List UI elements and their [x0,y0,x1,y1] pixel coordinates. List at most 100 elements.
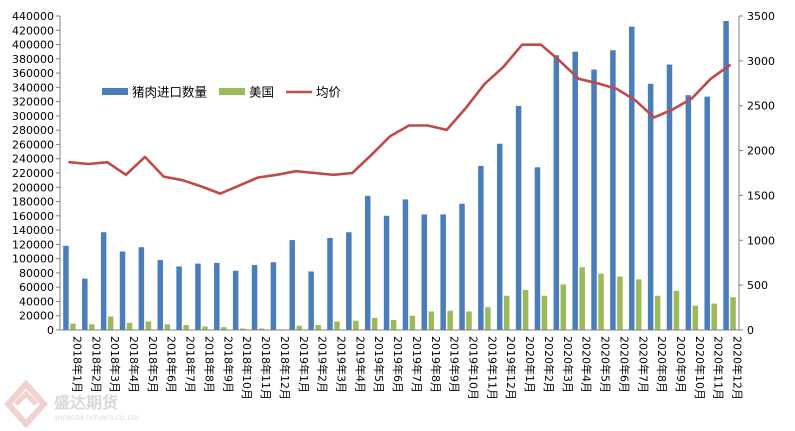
x-tick-label: 2020年4月 [580,336,594,393]
bar-import-volume [478,165,484,330]
bar-import-volume [251,265,258,330]
y-left-tick-label: 420000 [12,24,54,37]
line-series-group [68,43,731,195]
bar-import-volume [346,232,352,330]
bar-import-volume [119,251,126,330]
bar-us [447,310,453,330]
legend: 猪肉进口数量 美国 均价 [102,85,342,100]
bar-import-volume [629,26,635,330]
x-tick-label: 2018年6月 [165,336,179,393]
bar-import-volume [270,262,277,330]
y-right-tick-label: 3500 [747,10,775,23]
x-tick-label: 2018年8月 [202,336,216,393]
bar-import-volume [723,20,729,331]
x-tick-label: 2020年10月 [693,336,707,400]
bar-us [390,320,397,330]
y-left-tick-label: 140000 [12,224,54,237]
x-tick-label: 2018年3月 [108,336,122,393]
x-tick-label: 2019年10月 [467,336,481,400]
x-tick-label: 2018年1月 [70,336,84,393]
bar-us [315,325,321,330]
legend-label: 美国 [249,85,274,100]
bar-us [617,276,623,330]
x-tick-label: 2019年2月 [316,336,330,393]
y-right-tick-label: 1500 [747,189,775,202]
bar-us [636,279,642,330]
bar-import-volume [553,55,560,330]
y-left-tick-label: 380000 [12,53,54,66]
x-tick-label: 2018年5月 [146,336,160,393]
bar-import-volume [232,270,239,330]
bar-import-volume [157,260,163,330]
bar-us [70,323,76,330]
x-tick-label: 2020年3月 [561,336,575,393]
bar-us [673,290,680,330]
x-tick-label: 2019年6月 [391,336,405,393]
x-tick-label: 2019年12月 [504,336,518,400]
y-right-tick-label: 2000 [747,145,775,158]
bar-import-volume [138,247,145,330]
x-tick-label: 2018年7月 [184,336,198,393]
y-left-tick-label: 20000 [19,310,54,323]
bar-import-volume [572,51,578,330]
bar-us [579,267,585,330]
x-tick-label: 2019年4月 [353,336,367,393]
x-tick-label: 2018年4月 [127,336,141,393]
bar-import-volume [383,215,390,330]
x-tick-label: 2020年2月 [542,336,556,393]
x-tick-label: 2020年9月 [674,336,688,393]
x-tick-label: 2020年1月 [523,336,537,393]
bar-import-volume [515,105,522,330]
y-left-tick-label: 200000 [12,181,54,194]
axes-lines [59,16,740,331]
y-left-tick-label: 260000 [12,138,54,151]
y-left-tick-label: 80000 [19,267,54,280]
x-tick-label: 2019年1月 [297,336,311,393]
bar-us [371,317,378,330]
y-left-tick-label: 100000 [12,253,54,266]
bar-series-group [63,20,736,331]
bar-us [258,328,265,330]
bar-import-volume [82,278,88,330]
bar-us [353,320,359,330]
line-avg-price [68,43,731,195]
legend-label: 猪肉进口数量 [132,85,207,100]
y-right-tick-label: 1000 [747,234,775,247]
bar-us [560,284,567,330]
bar-us [428,311,435,330]
bar-import-volume [195,263,201,330]
bar-import-volume [591,69,597,330]
y-left-tick-label: 220000 [12,167,54,180]
x-tick-label: 2020年7月 [636,336,650,393]
bar-us [654,295,661,330]
bar-us [107,316,114,330]
y-axis-right: 0 500 1000 1500 2000 2500 3000 3500 [739,10,775,337]
y-axis-left: 0200004000060000800001000001200001400001… [12,10,60,337]
bar-us [485,307,491,330]
bar-import-volume [364,195,371,330]
x-tick-label: 2019年7月 [410,336,424,393]
bar-import-volume [63,245,69,330]
x-tick-label: 2019年8月 [429,336,443,393]
bar-us [145,321,152,330]
bar-us [692,305,699,330]
bar-import-volume [647,83,654,330]
bar-import-volume [534,167,541,330]
y-left-tick-label: 360000 [12,67,54,80]
y-left-tick-label: 320000 [12,96,54,109]
x-tick-label: 2018年9月 [221,336,235,393]
bar-import-volume [100,232,107,330]
y-left-tick-label: 180000 [12,196,54,209]
y-left-tick-label: 60000 [19,281,54,294]
x-tick-label: 2018年10月 [240,336,254,400]
bar-us [334,321,340,330]
bar-us [239,328,246,330]
x-tick-label: 2019年5月 [372,336,386,393]
y-left-tick-label: 440000 [12,10,54,23]
y-right-tick-label: 0 [747,324,754,337]
bar-import-volume [421,214,428,330]
bar-import-volume [308,271,314,330]
bar-import-volume [666,64,673,330]
bar-import-volume [289,240,296,330]
bar-import-volume [496,143,503,330]
